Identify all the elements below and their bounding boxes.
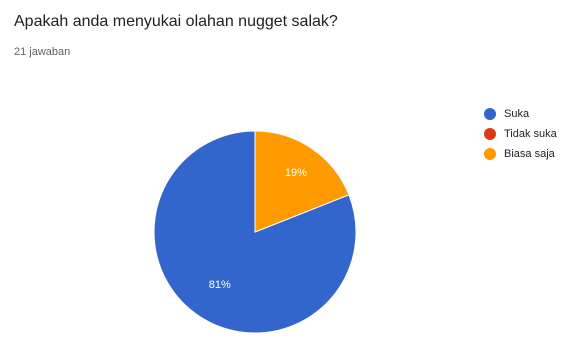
pie-label-suka: 81% — [209, 279, 231, 291]
chart-title: Apakah anda menyukai olahan nugget salak… — [14, 13, 338, 30]
legend-label-biasa-saja: Biasa saja — [504, 148, 555, 160]
pie-slice-biasa-saja[interactable] — [254, 130, 350, 233]
legend: Suka Tidak suka Biasa saja — [484, 104, 557, 164]
legend-label-suka: Suka — [504, 108, 530, 120]
legend-swatch-tidak-suka — [484, 128, 496, 140]
pie-label-biasa-saja: 19% — [285, 167, 307, 179]
legend-item-suka[interactable]: Suka — [484, 104, 557, 124]
legend-swatch-suka — [484, 108, 496, 120]
legend-swatch-biasa-saja — [484, 148, 496, 160]
legend-item-tidak-suka[interactable]: Tidak suka — [484, 124, 557, 144]
response-count: 21 jawaban — [14, 46, 71, 58]
legend-item-biasa-saja[interactable]: Biasa saja — [484, 144, 557, 164]
legend-label-tidak-suka: Tidak suka — [504, 128, 557, 140]
